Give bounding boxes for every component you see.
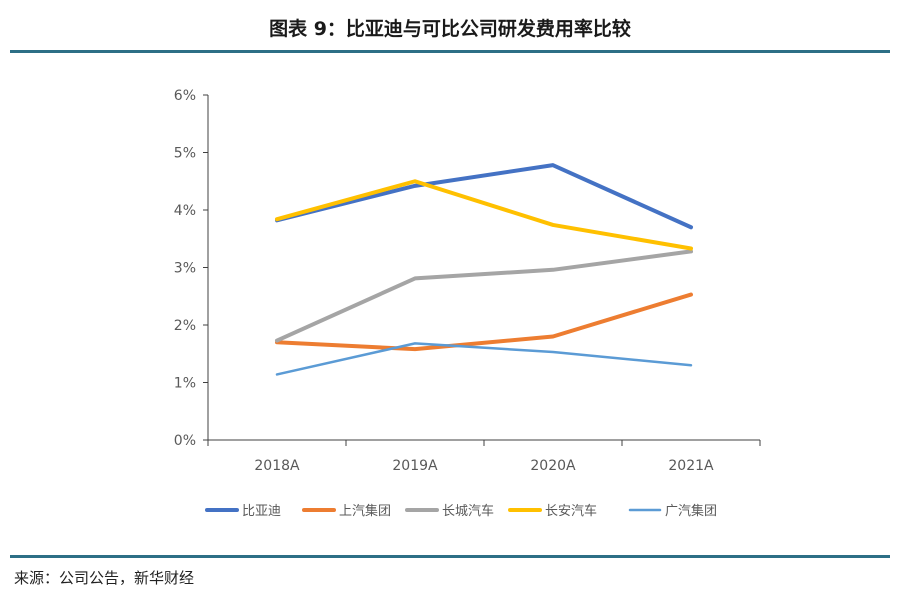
chart-title: 图表 9：比亚迪与可比公司研发费用率比较 [269,18,631,40]
legend-label: 广汽集团 [665,503,717,519]
y-tick-label: 5% [174,146,196,162]
line-chart: 0% 1% 2% 3% 4% 5% 6% 2018A 2019A 2020A 2021A 比亚迪 上汽… [174,88,761,519]
x-tick-label: 2019A [392,458,438,474]
series-line [275,179,693,251]
source-note: 来源：公司公告，新华财经 [14,569,195,587]
y-tick-label: 1% [174,376,196,392]
bottom-divider [10,555,890,558]
x-tick-label: 2020A [530,458,576,474]
series-line [275,163,693,230]
legend-label: 上汽集团 [339,503,391,519]
y-tick-label: 0% [174,433,196,449]
y-tick-label: 3% [174,261,196,277]
series-line [275,342,693,376]
chart-series [275,163,693,376]
chart-legend: 比亚迪 上汽集团 长城汽车 长安汽车 广汽集团 [205,503,717,519]
chart-axes: 0% 1% 2% 3% 4% 5% 6% 2018A 2019A 2020A 2021A [174,88,761,474]
legend-label: 长安汽车 [545,503,597,519]
series-line [275,292,693,352]
y-tick-label: 6% [174,88,196,104]
series-line [275,249,693,343]
y-tick-label: 2% [174,318,196,334]
y-tick-label: 4% [174,203,196,219]
legend-label: 长城汽车 [442,503,494,519]
top-divider [10,50,890,53]
legend-label: 比亚迪 [242,504,281,519]
x-tick-label: 2018A [254,458,300,474]
x-tick-label: 2021A [668,458,714,474]
